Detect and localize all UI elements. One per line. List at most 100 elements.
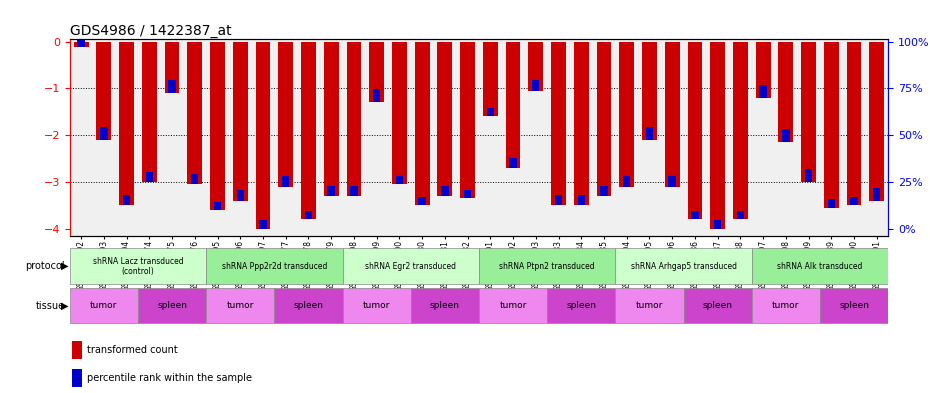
Bar xyxy=(824,42,839,208)
Bar xyxy=(324,42,339,196)
Text: tumor: tumor xyxy=(363,301,391,310)
Bar xyxy=(532,81,539,91)
Bar xyxy=(441,186,448,196)
Text: shRNA Arhgap5 transduced: shRNA Arhgap5 transduced xyxy=(631,262,737,271)
Bar xyxy=(342,248,479,284)
Bar xyxy=(327,186,335,196)
Text: shRNA Ppp2r2d transduced: shRNA Ppp2r2d transduced xyxy=(221,262,327,271)
Text: tumor: tumor xyxy=(227,301,254,310)
Bar xyxy=(119,42,134,206)
Text: tumor: tumor xyxy=(636,301,663,310)
Bar xyxy=(665,42,680,187)
Bar xyxy=(711,42,725,229)
Bar xyxy=(782,129,790,142)
Bar xyxy=(411,288,479,323)
Text: transformed count: transformed count xyxy=(86,345,178,355)
Bar xyxy=(392,42,406,184)
Bar xyxy=(168,80,176,93)
Bar xyxy=(642,42,657,140)
Bar xyxy=(369,42,384,103)
Bar xyxy=(551,42,565,206)
Bar xyxy=(486,108,494,116)
Text: protocol: protocol xyxy=(25,261,65,271)
Bar xyxy=(870,42,884,201)
Bar xyxy=(347,42,361,196)
Bar xyxy=(282,176,289,187)
Text: percentile rank within the sample: percentile rank within the sample xyxy=(86,373,252,383)
Text: shRNA Egr2 transduced: shRNA Egr2 transduced xyxy=(365,262,457,271)
Bar xyxy=(278,42,293,187)
Bar xyxy=(351,186,358,196)
Bar xyxy=(714,220,722,229)
Bar xyxy=(645,127,653,140)
Bar xyxy=(395,176,403,184)
Bar xyxy=(138,288,206,323)
Bar xyxy=(684,288,751,323)
Text: shRNA Ptpn2 transduced: shRNA Ptpn2 transduced xyxy=(499,262,595,271)
Bar xyxy=(77,32,85,47)
Bar xyxy=(214,202,221,210)
Bar xyxy=(206,288,274,323)
Bar xyxy=(778,42,793,142)
Bar xyxy=(751,248,888,284)
Bar xyxy=(756,42,770,98)
Bar xyxy=(210,42,225,210)
Bar xyxy=(828,199,835,208)
Text: tumor: tumor xyxy=(772,301,800,310)
Bar xyxy=(850,197,857,206)
Bar xyxy=(555,195,563,206)
Bar xyxy=(506,42,521,168)
Bar xyxy=(187,42,202,184)
Bar xyxy=(415,42,430,206)
Bar xyxy=(256,42,271,229)
Bar xyxy=(619,42,634,187)
Bar xyxy=(733,42,748,219)
Bar xyxy=(146,172,153,182)
Bar xyxy=(123,195,130,206)
Bar xyxy=(801,42,816,182)
Text: shRNA Lacz transduced
(control): shRNA Lacz transduced (control) xyxy=(93,257,183,276)
Bar xyxy=(97,42,112,140)
Bar xyxy=(483,42,498,116)
Bar xyxy=(373,89,380,103)
Text: spleen: spleen xyxy=(430,301,459,310)
Bar xyxy=(616,248,751,284)
Bar xyxy=(687,42,702,219)
Text: tumor: tumor xyxy=(90,301,117,310)
Text: tumor: tumor xyxy=(499,301,526,310)
Bar xyxy=(616,288,684,323)
Bar xyxy=(418,197,426,206)
Bar xyxy=(100,127,108,140)
Bar xyxy=(804,169,812,182)
Text: tissue: tissue xyxy=(36,301,65,310)
Bar xyxy=(232,42,247,201)
Bar xyxy=(305,211,312,219)
Bar xyxy=(760,84,767,98)
Bar xyxy=(73,42,88,47)
Bar xyxy=(70,288,138,323)
Bar xyxy=(142,42,156,182)
Bar xyxy=(70,248,206,284)
Text: shRNA Alk transduced: shRNA Alk transduced xyxy=(777,262,863,271)
Bar xyxy=(301,42,316,219)
Text: spleen: spleen xyxy=(294,301,324,310)
Text: ▶: ▶ xyxy=(61,301,69,310)
Bar xyxy=(460,42,475,198)
Text: spleen: spleen xyxy=(157,301,187,310)
Bar xyxy=(259,220,267,229)
Bar xyxy=(751,288,820,323)
Bar xyxy=(479,248,616,284)
Bar xyxy=(528,42,543,91)
Text: ▶: ▶ xyxy=(61,261,69,271)
Bar xyxy=(737,211,744,219)
Bar xyxy=(72,341,82,360)
Bar xyxy=(596,42,611,196)
Bar xyxy=(510,158,517,168)
Bar xyxy=(165,42,179,93)
Text: spleen: spleen xyxy=(566,301,596,310)
Bar xyxy=(437,42,452,196)
Bar xyxy=(574,42,589,206)
Bar xyxy=(578,195,585,206)
Text: GDS4986 / 1422387_at: GDS4986 / 1422387_at xyxy=(70,24,232,38)
Bar xyxy=(846,42,861,206)
